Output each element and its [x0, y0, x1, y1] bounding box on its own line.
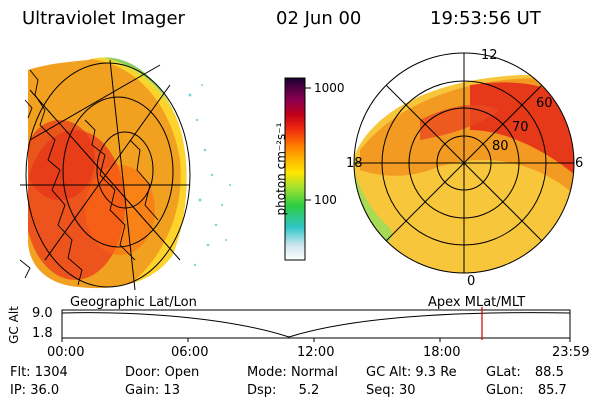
mode-value: Normal [290, 365, 338, 380]
seq-value: 30 [399, 383, 416, 398]
glon-label: GLon: [486, 383, 524, 398]
seq-label: Seq: [366, 383, 395, 398]
door-value: Open [164, 365, 200, 380]
status-glat: GLat: 88.5 [486, 365, 564, 380]
timeline-tick-1800: 18:00 [423, 345, 461, 360]
noise-dots [188, 84, 232, 267]
status-seq: Seq: 30 [366, 383, 416, 398]
image-time: 19:53:56 UT [430, 8, 541, 29]
dsp-label: Dsp: [247, 383, 277, 398]
glat-value: 88.5 [534, 365, 564, 380]
colorbar-tick-1000: 1000 [314, 81, 345, 95]
geographic-grid [20, 59, 191, 291]
ip-label: IP: [10, 383, 27, 398]
gain-label: Gain: [125, 383, 160, 398]
timeline-y-top: 9.0 [32, 306, 53, 321]
status-gc-alt: GC Alt: 9.3 Re [366, 365, 457, 380]
altitude-curve [61, 312, 571, 338]
mode-label: Mode: [247, 365, 287, 380]
status-ip: IP: 36.0 [10, 383, 59, 398]
colorbar-unit-label: photon cm⁻²s⁻¹ [274, 122, 288, 216]
flt-value: 1304 [34, 365, 68, 380]
status-glon: GLon: 85.7 [486, 383, 567, 398]
flt-label: Flt: [10, 365, 31, 380]
gcalt-label: GC Alt: [366, 365, 412, 380]
image-date: 02 Jun 00 [276, 8, 362, 29]
status-gain: Gain: 13 [125, 383, 180, 398]
mlt-12-label: 12 [481, 48, 498, 63]
timeline-y-label: GC Alt [7, 306, 21, 344]
status-flt: Flt: 1304 [10, 365, 68, 380]
mlt-0-label: 0 [467, 274, 476, 289]
glat-label: GLat: [486, 365, 521, 380]
polar-grid [353, 52, 575, 274]
coastlines [19, 69, 159, 286]
timeline-tick-1200: 12:00 [297, 345, 335, 360]
dsp-value: 5.2 [298, 383, 320, 398]
timeline-ticks [61, 338, 571, 342]
timeline-tick-2359: 23:59 [552, 345, 590, 360]
status-dsp: Dsp: 5.2 [247, 383, 319, 398]
colorbar-tick-100: 100 [314, 193, 337, 207]
lat-60-label: 60 [536, 96, 553, 111]
geographic-projection-label: Geographic Lat/Lon [70, 295, 197, 310]
ip-value: 36.0 [30, 383, 60, 398]
status-door: Door: Open [125, 365, 199, 380]
timeline-tick-0600: 06:00 [171, 345, 209, 360]
door-label: Door: [125, 365, 161, 380]
lat-70-label: 70 [512, 120, 529, 135]
lat-80-label: 80 [492, 139, 509, 154]
status-mode: Mode: Normal [247, 365, 338, 380]
glon-value: 85.7 [537, 383, 567, 398]
timeline-y-bottom: 1.8 [32, 326, 53, 341]
gain-value: 13 [163, 383, 180, 398]
mlt-6-label: 6 [575, 156, 584, 171]
apex-projection-label: Apex MLat/MLT [428, 295, 526, 310]
gcalt-value: 9.3 Re [415, 365, 457, 380]
app-title: Ultraviolet Imager [22, 8, 185, 29]
timeline-tick-0000: 00:00 [47, 345, 85, 360]
mlt-18-label: 18 [346, 156, 363, 171]
colorbar [284, 77, 306, 261]
